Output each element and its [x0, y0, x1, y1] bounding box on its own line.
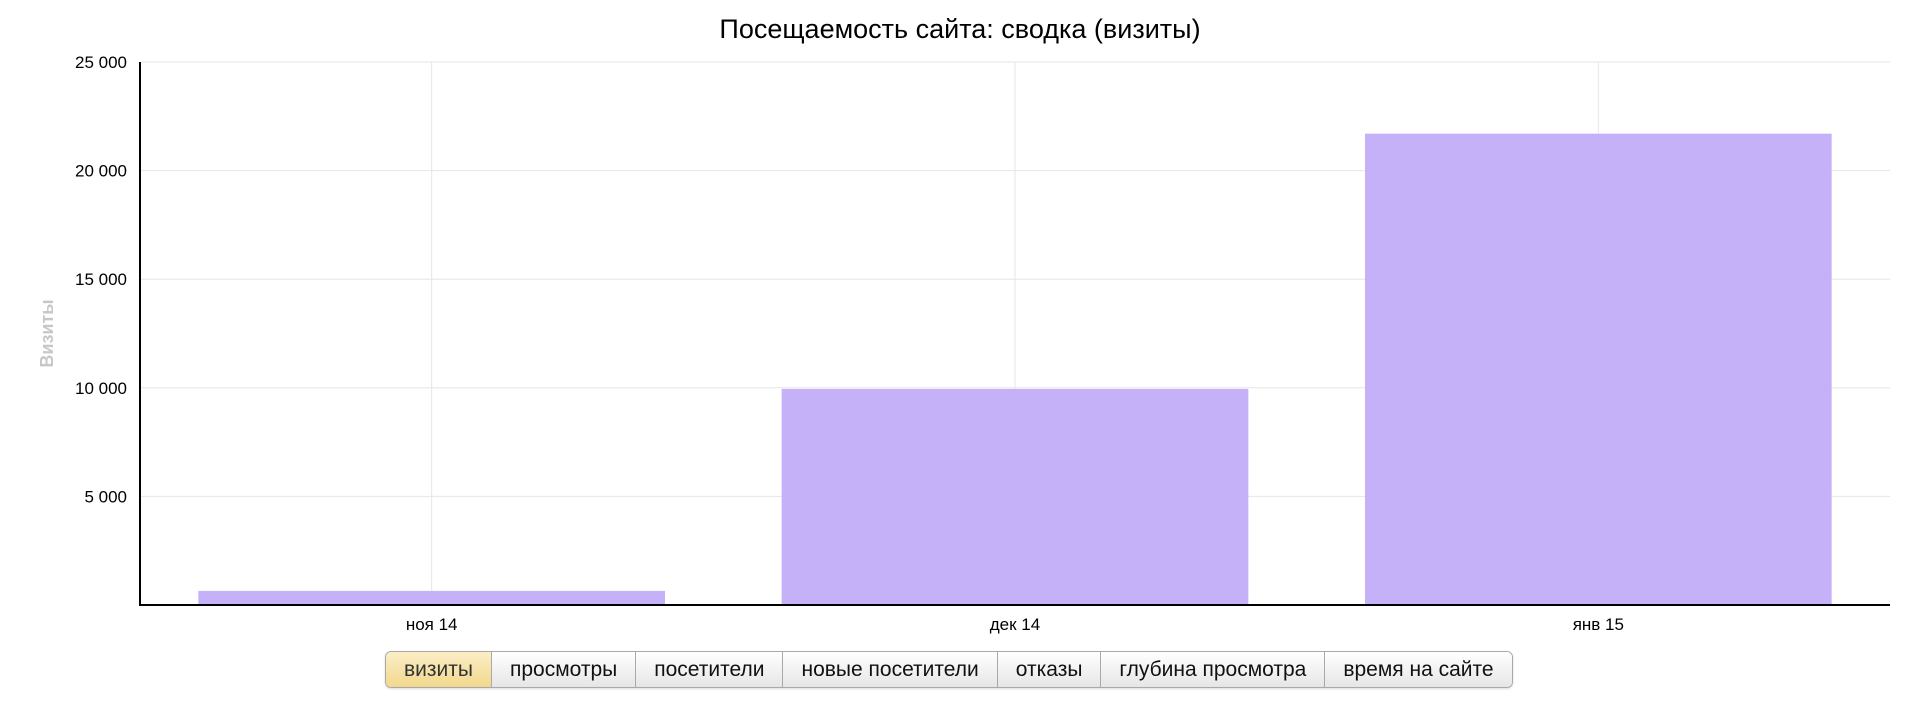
tab-2[interactable]: посетители — [636, 652, 784, 687]
axes — [139, 62, 1890, 606]
bar — [1365, 133, 1832, 605]
chart: Посещаемость сайта: сводка (визиты) Визи… — [37, 14, 1890, 634]
tab-1[interactable]: просмотры — [491, 652, 637, 687]
x-tick-labels: ноя 14 дек 14 янв 15 — [406, 615, 1624, 634]
y-tick-label: 5 000 — [84, 487, 127, 506]
tab-0[interactable]: визиты — [386, 652, 492, 687]
x-tick-label: янв 15 — [1573, 615, 1624, 634]
chart-title: Посещаемость сайта: сводка (визиты) — [719, 14, 1200, 44]
tab-4[interactable]: отказы — [997, 652, 1102, 687]
bar — [198, 590, 666, 605]
y-tick-labels: 5 000 10 000 15 000 20 000 25 000 — [75, 53, 127, 506]
y-tick-label: 15 000 — [75, 270, 127, 289]
x-tick-label: ноя 14 — [406, 615, 458, 634]
tab-6[interactable]: время на сайте — [1325, 652, 1512, 687]
tab-3[interactable]: новые посетители — [783, 652, 998, 687]
bar — [781, 388, 1249, 605]
y-tick-label: 10 000 — [75, 379, 127, 398]
metric-tabs: визиты просмотры посетители новые посетител… — [385, 651, 1513, 688]
y-tick-label: 25 000 — [75, 53, 127, 72]
y-axis-label: Визиты — [37, 299, 57, 367]
x-tick-label: дек 14 — [990, 615, 1040, 634]
tab-5[interactable]: глубина просмотра — [1101, 652, 1326, 687]
y-tick-label: 20 000 — [75, 162, 127, 181]
bars — [198, 133, 1832, 605]
